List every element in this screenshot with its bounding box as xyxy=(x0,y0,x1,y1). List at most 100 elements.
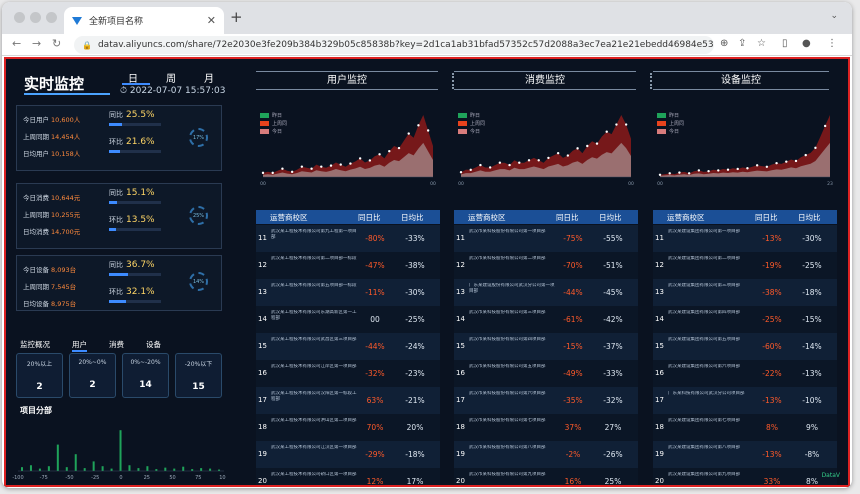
table-row[interactable]: 18 武汉某工程技术有限公司洪山区第二项目部 70% 20% xyxy=(256,414,440,441)
close-tab-icon[interactable]: ✕ xyxy=(206,14,216,27)
row-rank: 18 xyxy=(456,423,465,431)
table-row[interactable]: 16 武汉某建设集团有限公司第六项目部 -22% -13% xyxy=(653,360,837,387)
legend-item: 今日 xyxy=(458,127,485,135)
metric-progress-fill xyxy=(109,123,122,126)
row-yoy: -2% xyxy=(565,450,581,459)
row-name: 武汉市某科技股份有限公司第六项目部 xyxy=(469,391,546,396)
row-yoy: -19% xyxy=(762,261,782,270)
hist-bar xyxy=(56,444,59,471)
tab-search-chevron-icon[interactable]: ⌄ xyxy=(830,11,838,21)
table-row[interactable]: 15 武汉某建设集团有限公司第五项目部 -60% -14% xyxy=(653,333,837,360)
hist-bar xyxy=(200,468,203,471)
hist-tick: 100 xyxy=(219,475,226,481)
table-row[interactable]: 18 武汉市某科技股份有限公司第七项目部 37% 27% xyxy=(454,414,638,441)
data-point xyxy=(785,160,788,163)
table-row[interactable]: 15 武汉某工程技术有限公司武昌区第三项目部 -44% -24% xyxy=(256,333,440,360)
row-rank: 11 xyxy=(258,234,267,242)
data-point xyxy=(488,166,492,169)
monitor-tab-consume[interactable]: 消费 xyxy=(109,340,124,349)
zoom-icon[interactable]: ⊕ xyxy=(720,38,729,49)
legend-swatch xyxy=(458,112,467,118)
maximize-window-button[interactable] xyxy=(46,12,57,23)
hist-tick: -100 xyxy=(12,475,23,481)
table-row[interactable]: 20 武汉市某科技股份有限公司第九项目部 16% 25% xyxy=(454,468,638,485)
stat-value: 10,644元 xyxy=(51,194,81,202)
table-row[interactable]: 14 武汉市某科技股份有限公司第三项目部 -61% -42% xyxy=(454,306,638,333)
row-rank: 13 xyxy=(655,288,664,296)
profile-avatar-icon[interactable]: ● xyxy=(802,38,811,49)
table-row[interactable]: 17 广东某科技有限公司武汉分公司项目部 -13% -10% xyxy=(653,387,837,414)
back-icon[interactable]: ← xyxy=(12,37,22,50)
metric-label: 同比 xyxy=(109,111,123,119)
table-row[interactable]: 18 武汉某建设集团有限公司第七项目部 8% 9% xyxy=(653,414,837,441)
table-row[interactable]: 17 武汉某工程技术有限公司汉阳区第一标段工程部 63% -21% xyxy=(256,387,440,414)
table-row[interactable]: 19 武汉某建设集团有限公司第八项目部 -13% -8% xyxy=(653,441,837,468)
table-row[interactable]: 20 武汉某工程技术有限公司硚口区第一项目部 12% 17% xyxy=(256,468,440,485)
forward-icon[interactable]: → xyxy=(32,37,42,50)
table-row[interactable]: 17 武汉市某科技股份有限公司第六项目部 -35% -32% xyxy=(454,387,638,414)
table-row[interactable]: 12 武汉市某科技股份有限公司第二项目部 -70% -51% xyxy=(454,252,638,279)
table-row[interactable]: 19 武汉某工程技术有限公司江汉区第一项目部 -29% -18% xyxy=(256,441,440,468)
row-name: 武汉某工程技术有限公司洪山区第二项目部 xyxy=(271,418,357,423)
row-name: 武汉某工程技术有限公司东湖高新区第一工程部 xyxy=(271,310,357,321)
table-row[interactable]: 11 武汉某工程技术有限公司第九工程第一项目部 -80% -33% xyxy=(256,225,440,252)
title-underline xyxy=(24,93,110,95)
table-row[interactable]: 12 武汉某工程技术有限公司第二项目部一标段 -47% -38% xyxy=(256,252,440,279)
table-row[interactable]: 13 武汉某建设集团有限公司第三项目部 -38% -18% xyxy=(653,279,837,306)
monitor-card[interactable]: 0%~-20% 14 xyxy=(122,353,169,398)
minimize-window-button[interactable] xyxy=(30,12,41,23)
new-tab-button[interactable]: + xyxy=(230,8,243,26)
table-row[interactable]: 14 武汉某工程技术有限公司东湖高新区第一工程部 00 -25% xyxy=(256,306,440,333)
data-point xyxy=(746,167,749,170)
stat-label: 上周同期 xyxy=(23,133,49,141)
monitor-card[interactable]: 20%~0% 2 xyxy=(69,353,116,398)
legend-label: 上周同 xyxy=(272,120,288,127)
table-row[interactable]: 13 武汉某工程技术有限公司第五项目部一标段 -11% -30% xyxy=(256,279,440,306)
sidebar-icon[interactable]: ▯ xyxy=(782,38,788,49)
table-row[interactable]: 16 武汉某工程技术有限公司江岸区第一项目部 -32% -23% xyxy=(256,360,440,387)
share-icon[interactable]: ⇪ xyxy=(738,38,747,49)
table-row[interactable]: 20 武汉某建设集团有限公司第九项目部 33% 8% xyxy=(653,468,837,485)
monitor-tab-user[interactable]: 用户 xyxy=(72,339,87,352)
browser-tab[interactable]: 全新项目名称 ✕ xyxy=(64,7,224,34)
tab-month[interactable]: 月 xyxy=(204,74,214,85)
table-row[interactable]: 11 武汉市某科技股份有限公司第一项目部 -75% -55% xyxy=(454,225,638,252)
hist-tick: 25 xyxy=(144,475,150,481)
address-input[interactable]: 🔒 datav.aliyuncs.com/share/72e2030e3fe20… xyxy=(74,36,714,54)
data-point xyxy=(479,163,482,167)
metric: 同比 25.5% xyxy=(109,110,155,120)
table-row[interactable]: 14 武汉某建设集团有限公司第四项目部 -25% -15% xyxy=(653,306,837,333)
table-row[interactable]: 11 武汉某建设集团有限公司第一项目部 -13% -30% xyxy=(653,225,837,252)
metric-progress-bar xyxy=(109,273,161,276)
address-bar-row: ← → ↻ 🔒 datav.aliyuncs.com/share/72e2030… xyxy=(2,34,852,56)
stat-value: 8,975台 xyxy=(51,300,77,308)
area-chart: 00 23 xyxy=(657,115,833,187)
tab-week[interactable]: 周 xyxy=(166,74,176,85)
area-series-primary xyxy=(263,115,433,177)
monitor-card[interactable]: 20%以上 2 xyxy=(16,353,63,398)
bookmark-star-icon[interactable]: ☆ xyxy=(757,38,766,49)
close-window-button[interactable] xyxy=(14,12,25,23)
table-row[interactable]: 12 武汉某建设集团有限公司第二项目部 -19% -25% xyxy=(653,252,837,279)
row-yoy: 63% xyxy=(366,396,384,405)
table-row[interactable]: 13 广东某建设股份有限公司武汉分公司第一项目部 -44% -45% xyxy=(454,279,638,306)
card-count: 15 xyxy=(192,382,205,392)
data-point xyxy=(726,168,730,171)
table-row[interactable]: 16 武汉市某科技股份有限公司第五项目部 -49% -33% xyxy=(454,360,638,387)
monitor-tab-device[interactable]: 设备 xyxy=(146,340,161,349)
col-name: 运营商校区 xyxy=(270,213,308,222)
data-point xyxy=(556,151,560,155)
reload-icon[interactable]: ↻ xyxy=(52,37,62,50)
row-ring: -33% xyxy=(405,234,425,243)
row-name: 广东某建设股份有限公司武汉分公司第一项目部 xyxy=(469,283,555,294)
browser-menu-icon[interactable]: ⋮ xyxy=(827,38,837,49)
table-row[interactable]: 19 武汉市某科技股份有限公司第八项目部 -2% -26% xyxy=(454,441,638,468)
tab-day[interactable]: 日 xyxy=(128,74,138,85)
panel-title: 设备监控 xyxy=(721,75,761,86)
metric-progress-fill xyxy=(109,273,129,276)
monitor-card[interactable]: -20%以下 15 xyxy=(175,353,222,398)
metric-label: 环比 xyxy=(109,288,123,296)
metric-progress-fill xyxy=(109,228,117,231)
table-row[interactable]: 15 武汉市某科技股份有限公司第四项目部 -15% -37% xyxy=(454,333,638,360)
metric-value: 13.5% xyxy=(126,215,155,225)
